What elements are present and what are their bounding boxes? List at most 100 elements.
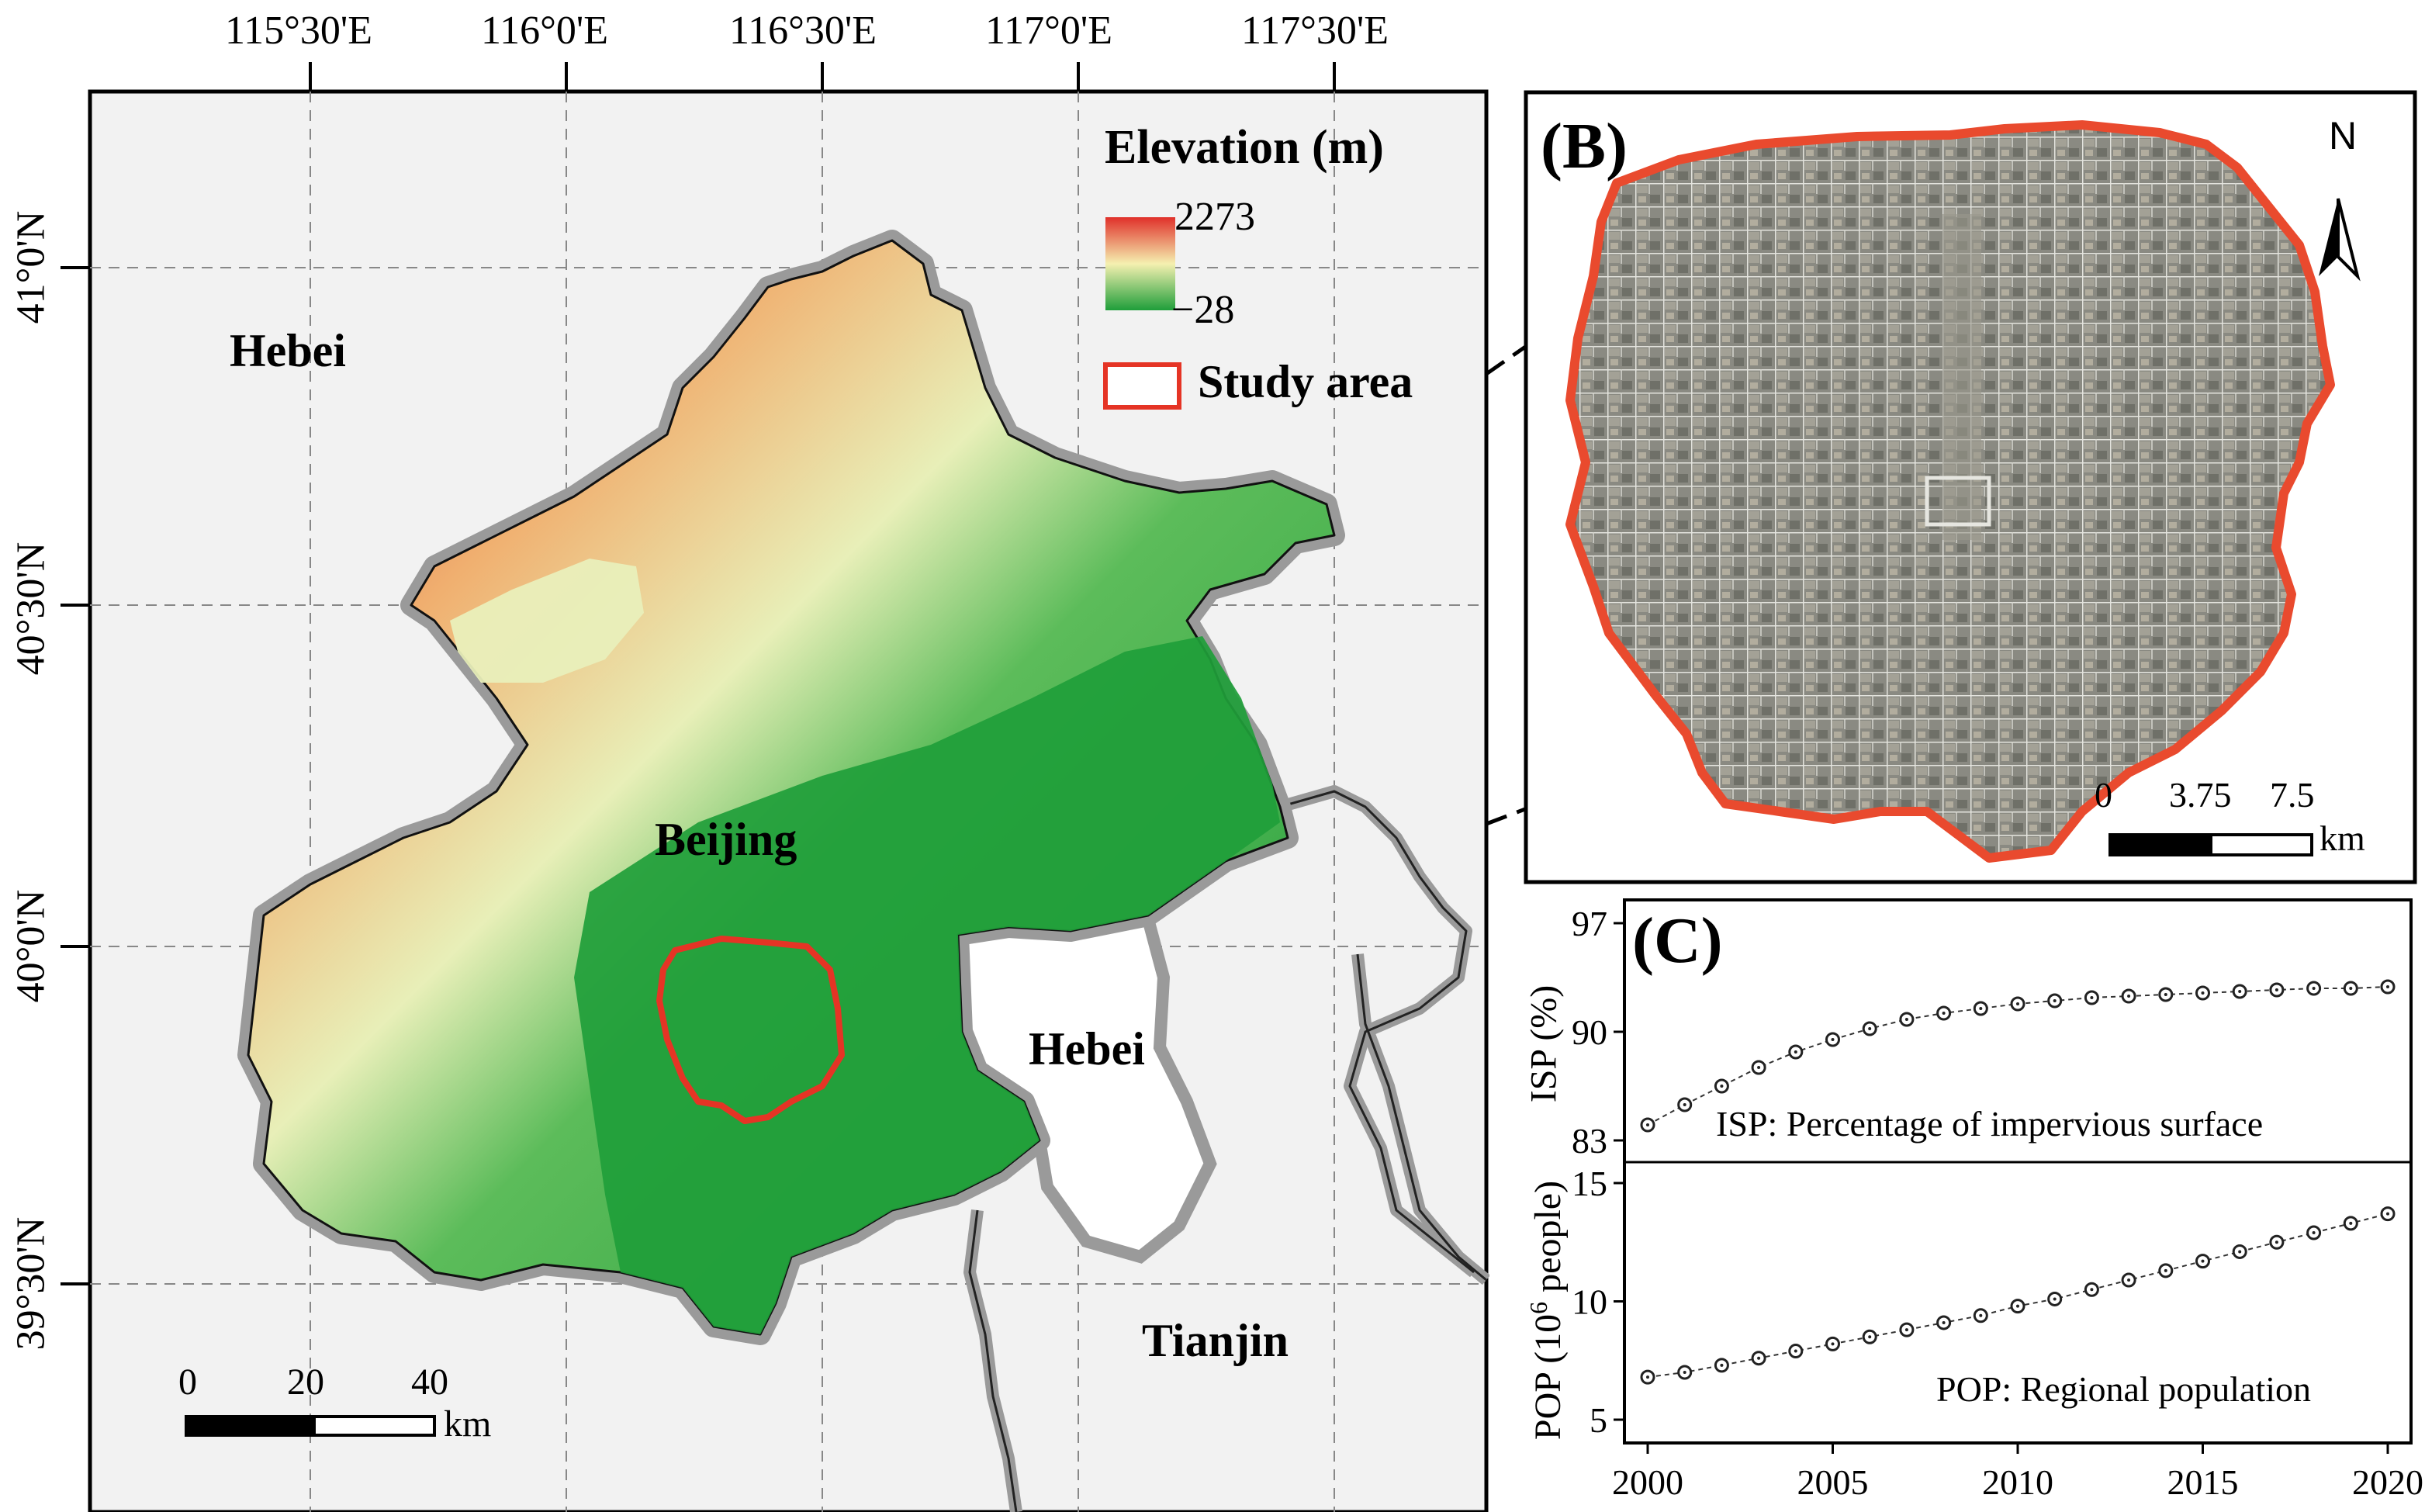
scalebar-b-75: 7.5 bbox=[2270, 775, 2315, 815]
pop-point-center bbox=[1942, 1320, 1946, 1324]
isp-note: ISP: Percentage of impervious surface bbox=[1716, 1104, 2264, 1144]
scalebar-b-unit: km bbox=[2319, 818, 2365, 858]
pop-tick-label: 15 bbox=[1572, 1164, 1607, 1203]
isp-axis: 83 90 97 bbox=[1572, 904, 1624, 1161]
scalebar-a-0: 0 bbox=[178, 1361, 197, 1403]
x-tick-label: 2000 bbox=[1612, 1462, 1683, 1502]
x-axis: 2000 2005 2010 2015 2020 bbox=[1612, 1443, 2423, 1502]
lon-label-4: 117°0'E bbox=[985, 9, 1112, 53]
pop-point-center bbox=[1831, 1342, 1835, 1346]
isp-point-center bbox=[2312, 987, 2316, 990]
pop-point-center bbox=[2090, 1288, 2094, 1292]
panel-b-canvas bbox=[1524, 90, 2417, 884]
frame-ticks bbox=[61, 62, 1336, 1285]
legend-min: −28 bbox=[1171, 288, 1235, 332]
pop-point-center bbox=[2164, 1268, 2167, 1272]
isp-point-center bbox=[1683, 1103, 1686, 1106]
pop-point-center bbox=[1683, 1371, 1686, 1374]
x-tick-label: 2005 bbox=[1797, 1462, 1869, 1502]
north-label: N bbox=[2329, 114, 2358, 157]
panel-c-label: (C) bbox=[1632, 905, 1723, 977]
region-beijing: Beijing bbox=[655, 814, 797, 865]
isp-point-center bbox=[2053, 999, 2057, 1002]
legend-title: Elevation (m) bbox=[1105, 121, 1384, 174]
isp-series bbox=[1640, 979, 2396, 1133]
lon-label-5: 117°30'E bbox=[1241, 9, 1389, 53]
pop-note: POP: Regional population bbox=[1936, 1369, 2311, 1409]
scalebar-b-375: 3.75 bbox=[2169, 775, 2232, 815]
pop-point-center bbox=[2349, 1221, 2353, 1225]
pop-point-center bbox=[1794, 1349, 1797, 1353]
pop-ylabel-pre: POP (10 bbox=[1527, 1313, 1569, 1441]
pop-point-center bbox=[2201, 1259, 2205, 1263]
pop-tick-label: 10 bbox=[1572, 1282, 1607, 1322]
pop-point-center bbox=[2238, 1250, 2242, 1254]
isp-point-center bbox=[2164, 993, 2167, 996]
province-boundaries-inner bbox=[968, 790, 1487, 1512]
isp-point-center bbox=[2386, 985, 2389, 988]
north-arrow-icon bbox=[2319, 198, 2361, 282]
pop-point-center bbox=[1868, 1335, 1872, 1339]
isp-point-center bbox=[2349, 987, 2353, 990]
pop-ylabel-post: people) bbox=[1527, 1180, 1569, 1302]
lon-label-3: 116°30'E bbox=[729, 9, 877, 53]
isp-point-center bbox=[2127, 995, 2131, 998]
isp-point-center bbox=[2275, 988, 2278, 991]
scalebar-a-20: 20 bbox=[287, 1361, 324, 1403]
panel-c-chart: 83 90 97 5 10 15 2000 2005 2010 2015 2020 bbox=[1572, 898, 2423, 1502]
isp-point-center bbox=[1794, 1050, 1797, 1054]
isp-point-center bbox=[1720, 1085, 1724, 1088]
pop-point-center bbox=[2275, 1240, 2278, 1244]
legend-study-area: Study area bbox=[1198, 356, 1413, 407]
region-hebei-nw: Hebei bbox=[230, 325, 346, 376]
isp-point-center bbox=[1757, 1066, 1761, 1069]
isp-point-center bbox=[1979, 1007, 1983, 1010]
pop-point-center bbox=[1646, 1375, 1649, 1379]
isp-point-center bbox=[2090, 996, 2094, 999]
lon-label-1: 115°30'E bbox=[225, 9, 372, 53]
pop-point-center bbox=[1720, 1363, 1724, 1367]
scalebar-b-0: 0 bbox=[2095, 775, 2112, 815]
pop-series bbox=[1640, 1206, 2396, 1385]
region-hebei-se: Hebei bbox=[1029, 1023, 1145, 1074]
pop-ylabel-sup: 6 bbox=[1524, 1301, 1552, 1314]
x-tick-label: 2010 bbox=[1982, 1462, 2053, 1502]
isp-ylabel: ISP (%) bbox=[1523, 984, 1565, 1103]
pop-axis: 5 10 15 bbox=[1572, 1164, 1624, 1440]
lon-label-2: 116°0'E bbox=[481, 9, 608, 53]
pop-ylabel: POP (106 people) bbox=[1524, 1163, 1569, 1458]
plain-lowland bbox=[574, 636, 1280, 1334]
pop-point-center bbox=[1904, 1328, 1908, 1332]
pop-point-center bbox=[2386, 1212, 2389, 1216]
isp-tick-label: 83 bbox=[1572, 1121, 1607, 1161]
pop-point-center bbox=[2312, 1231, 2316, 1235]
pop-point-center bbox=[1979, 1313, 1983, 1317]
pop-point-center bbox=[1757, 1356, 1761, 1360]
isp-point-center bbox=[1904, 1018, 1908, 1021]
isp-point-center bbox=[1646, 1123, 1649, 1126]
isp-point-center bbox=[2016, 1002, 2019, 1005]
study-area-outline bbox=[656, 936, 845, 1124]
pop-point-center bbox=[2053, 1297, 2057, 1301]
isp-tick-label: 97 bbox=[1572, 904, 1607, 943]
x-tick-label: 2015 bbox=[2167, 1462, 2239, 1502]
isp-point-center bbox=[2238, 990, 2242, 993]
isp-point-center bbox=[1831, 1038, 1835, 1041]
basin-plateau bbox=[450, 559, 644, 683]
isp-point-center bbox=[1868, 1027, 1872, 1030]
scalebar-a bbox=[185, 1415, 436, 1437]
isp-tick-label: 90 bbox=[1572, 1012, 1607, 1052]
pop-point-center bbox=[2127, 1278, 2131, 1282]
map-canvas bbox=[61, 62, 1489, 1512]
panel-b-label: (B) bbox=[1541, 110, 1628, 182]
scalebar-b-bar bbox=[2108, 833, 2313, 856]
isp-point-center bbox=[2201, 991, 2205, 995]
scalebar-a-40: 40 bbox=[411, 1361, 448, 1403]
study-area-swatch bbox=[1103, 362, 1181, 410]
elevation-colorbar bbox=[1105, 217, 1175, 310]
region-tianjin: Tianjin bbox=[1142, 1315, 1289, 1366]
scalebar-a-unit: km bbox=[444, 1403, 492, 1445]
pop-point-center bbox=[2016, 1304, 2019, 1308]
x-tick-label: 2020 bbox=[2352, 1462, 2423, 1502]
legend-max: 2273 bbox=[1174, 195, 1255, 239]
